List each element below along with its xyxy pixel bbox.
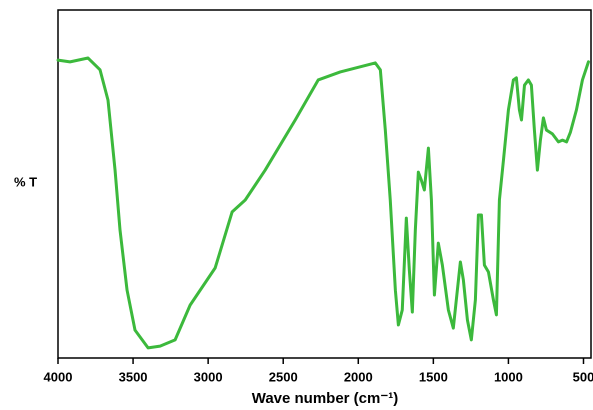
x-tick-label: 3000	[194, 369, 223, 384]
x-tick-label: 1500	[419, 369, 448, 384]
x-tick-label: 500	[573, 369, 593, 384]
y-axis-label: % T	[14, 174, 37, 189]
x-tick-label: 4000	[44, 369, 73, 384]
x-tick-label: 2000	[344, 369, 373, 384]
x-axis-label: Wave number (cm⁻¹)	[252, 390, 399, 407]
x-tick-label: 3500	[119, 369, 148, 384]
x-tick-label: 2500	[269, 369, 298, 384]
spectrum-line	[56, 56, 590, 350]
x-tick-label: 1000	[494, 369, 523, 384]
plot-frame	[57, 9, 592, 359]
